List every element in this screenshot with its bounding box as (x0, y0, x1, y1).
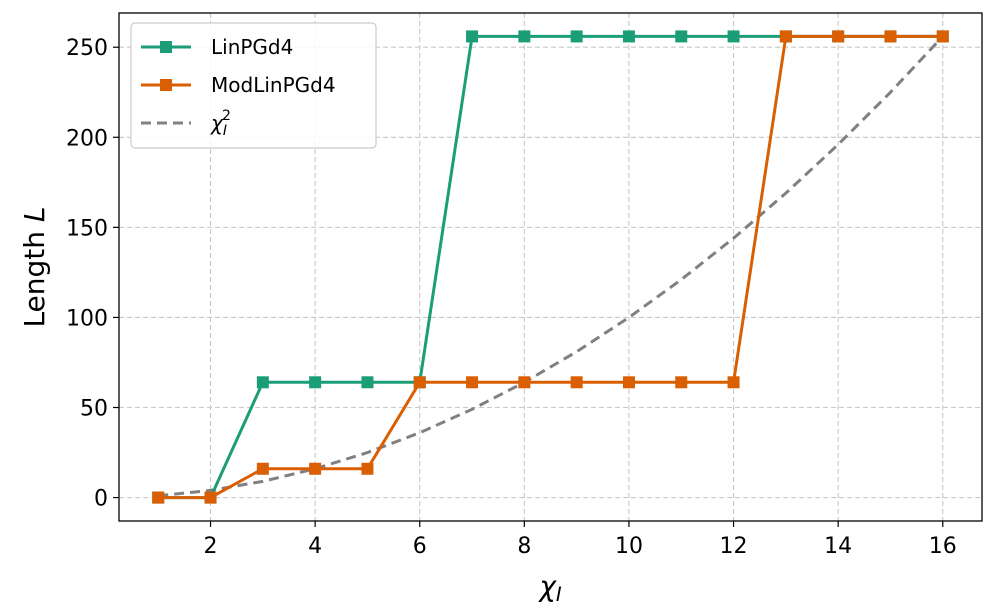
data-point (413, 376, 426, 389)
y-tick-label: 200 (66, 126, 108, 151)
y-tick-label: 0 (94, 487, 108, 512)
series-2 (158, 35, 944, 498)
data-point (518, 376, 531, 389)
data-point (256, 462, 269, 475)
legend-item: ModLinPGd4 (141, 73, 336, 97)
data-point (622, 376, 635, 389)
data-point (779, 30, 792, 43)
ticks: 2 4 6 8 10 12 14 16 0 50 100 150 200 250 (66, 36, 957, 559)
x-tick-label: 6 (413, 534, 427, 559)
x-axis-label: χI (537, 570, 562, 606)
data-point (675, 376, 688, 389)
series-line (158, 35, 944, 498)
data-point (727, 376, 740, 389)
data-point (256, 376, 269, 389)
x-tick-label: 10 (615, 534, 643, 559)
x-tick-label: 8 (517, 534, 531, 559)
data-point (884, 30, 897, 43)
y-tick-label: 50 (80, 397, 108, 422)
legend-label: χI2 (210, 108, 231, 139)
legend-box (130, 22, 377, 149)
data-point (309, 462, 322, 475)
data-point (622, 30, 635, 43)
data-point (466, 376, 479, 389)
series-1 (152, 30, 949, 504)
data-point (832, 30, 845, 43)
data-point (361, 462, 374, 475)
data-point (936, 30, 949, 43)
legend-item: χI2 (141, 108, 231, 139)
legend-label: LinPGd4 (211, 35, 293, 59)
data-point (152, 491, 165, 504)
legend-label: ModLinPGd4 (211, 73, 336, 97)
legend-item: LinPGd4 (141, 35, 293, 59)
data-point (361, 376, 374, 389)
data-point (518, 30, 531, 43)
data-point (570, 30, 583, 43)
data-point (675, 30, 688, 43)
series-line (158, 34, 943, 500)
legend: LinPGd4 ModLinPGd4 χI2 (130, 22, 377, 149)
y-tick-label: 100 (66, 306, 108, 331)
data-point (466, 30, 479, 43)
x-tick-label: 4 (308, 534, 322, 559)
data-point (570, 376, 583, 389)
series-layer (152, 30, 949, 504)
y-axis-label: Length L (18, 206, 51, 327)
plot-frame (118, 12, 983, 522)
legend-swatch-marker (160, 79, 172, 91)
legend-swatch-marker (160, 41, 172, 53)
x-tick-label: 2 (204, 534, 218, 559)
data-point (309, 376, 322, 389)
data-point (727, 30, 740, 43)
data-point (204, 491, 217, 504)
x-tick-label: 16 (929, 534, 957, 559)
x-tick-label: 12 (720, 534, 748, 559)
x-tick-label: 14 (824, 534, 852, 559)
y-tick-label: 150 (66, 216, 108, 241)
y-tick-label: 250 (66, 36, 108, 61)
